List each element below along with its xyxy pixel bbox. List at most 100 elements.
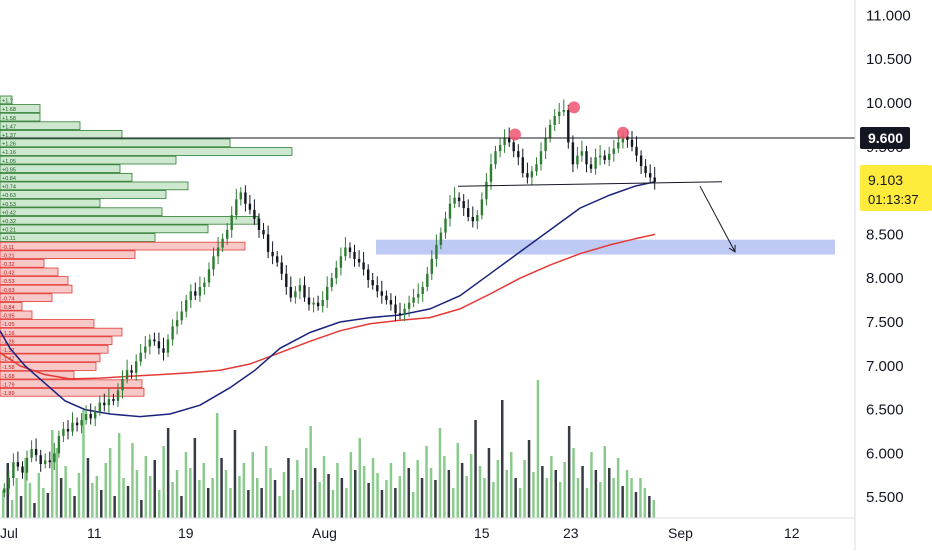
volume-bar: [625, 470, 629, 518]
volume-bar: [19, 496, 23, 518]
candle-body: [567, 110, 570, 143]
candle-body: [298, 285, 302, 292]
candle-body: [453, 197, 456, 204]
volume-bar: [287, 458, 290, 518]
volume-bar: [420, 478, 424, 518]
volume-bar: [616, 458, 620, 518]
volume-bar: [608, 468, 611, 518]
time-tick-label: 15: [474, 525, 490, 541]
volume-bar: [233, 430, 237, 518]
volume-bar: [340, 478, 344, 518]
volume-profile-label-up: +0.32: [2, 219, 16, 225]
candle-body: [239, 192, 242, 200]
candle-body: [30, 449, 33, 458]
candle-body: [398, 313, 402, 315]
time-tick-labels: Jul 11 19 Aug 15 23 Sep 12: [0, 525, 800, 541]
target-zone: [376, 239, 835, 255]
volume-bar: [469, 454, 473, 518]
candle-body: [435, 244, 438, 259]
volume-profile-bar-down: [0, 267, 59, 277]
volume-bar: [135, 470, 139, 518]
volume-profile-label-down: -1.26: [2, 339, 15, 345]
volume-bar: [24, 458, 27, 518]
candle-body: [198, 287, 202, 296]
candle-body: [212, 256, 215, 270]
candle-body: [25, 457, 29, 473]
candle-body: [62, 428, 65, 436]
candle-body: [89, 414, 92, 419]
candle-body: [216, 247, 220, 257]
volume-bar: [42, 488, 45, 518]
volume-bar: [443, 456, 446, 518]
price-tick-label: 10.000: [866, 95, 912, 112]
volume-bar: [527, 440, 531, 518]
volume-bar: [389, 463, 393, 518]
price-tick-label: 7.500: [866, 314, 904, 331]
candle-body: [489, 164, 493, 182]
candle-body: [508, 138, 511, 143]
volume-bar: [465, 476, 468, 518]
volume-bar: [376, 473, 379, 518]
price-tick-label: 7.000: [866, 358, 904, 375]
candle-body: [362, 262, 365, 270]
candle-body: [448, 203, 452, 219]
candle-body: [526, 173, 529, 178]
candlesticks: [3, 99, 656, 498]
horizontal-line-badge: [860, 127, 910, 149]
volume-bar: [95, 476, 99, 518]
volume-profile-label-down: -1.68: [2, 374, 15, 380]
volume-profile-label-up: +0.84: [2, 176, 16, 182]
volume-bar: [220, 458, 223, 518]
candle-body: [348, 247, 352, 252]
candle-body: [394, 304, 397, 314]
candle-body: [558, 111, 561, 117]
volume-bar: [621, 486, 624, 518]
volume-bar: [166, 428, 170, 518]
axes: [0, 0, 856, 550]
volume-bar: [117, 433, 121, 518]
volume-bar: [242, 463, 246, 518]
volume-profile-bar-down: [0, 379, 143, 388]
volume-bar: [73, 496, 76, 518]
candle-body: [171, 326, 174, 340]
volume-bar: [207, 488, 210, 518]
candle-body: [576, 155, 579, 165]
volume-bar: [108, 448, 112, 518]
time-tick-label: 19: [178, 525, 194, 541]
candle-body: [608, 153, 611, 160]
volume-profile-label-up: +1.05: [2, 159, 16, 165]
volume-profile-bar-up: [0, 147, 293, 156]
candle-body: [339, 256, 343, 268]
volume-bar: [501, 400, 504, 518]
peak-marker: [617, 126, 629, 139]
volume-bar: [367, 483, 370, 518]
candle-body: [71, 422, 74, 432]
candle-body: [476, 215, 479, 222]
candle-body: [649, 173, 652, 178]
candle-body: [194, 291, 197, 296]
volume-bar: [554, 470, 557, 518]
target-zone-box: [376, 239, 835, 255]
candle-body: [244, 192, 247, 204]
volume-profile-label-down: -1.79: [2, 382, 15, 388]
price-tick-label: 8.000: [866, 270, 904, 287]
candle-body: [562, 110, 565, 112]
volume-bar: [510, 452, 513, 518]
volume-bar: [581, 466, 584, 518]
volume-bar: [599, 482, 602, 518]
time-tick-label: Sep: [668, 525, 693, 541]
volume-bar: [2, 490, 5, 518]
candle-body: [335, 267, 338, 279]
volume-profile-label-up: +1.16: [2, 150, 16, 156]
volume-bar: [438, 428, 442, 518]
ema-fast-line: [0, 181, 656, 418]
volume-profile-bar-down: [0, 276, 69, 285]
candle-body: [144, 346, 147, 353]
volume-profile-label-down: -0.95: [2, 314, 15, 320]
candle-body: [230, 215, 233, 230]
volume-profile-bar-down: [0, 241, 246, 251]
volume-profile-bar-up: [0, 138, 231, 148]
volume-profile-label-up: +0.21: [2, 228, 16, 234]
volume-bar: [590, 452, 593, 518]
volume-bar: [260, 488, 263, 518]
